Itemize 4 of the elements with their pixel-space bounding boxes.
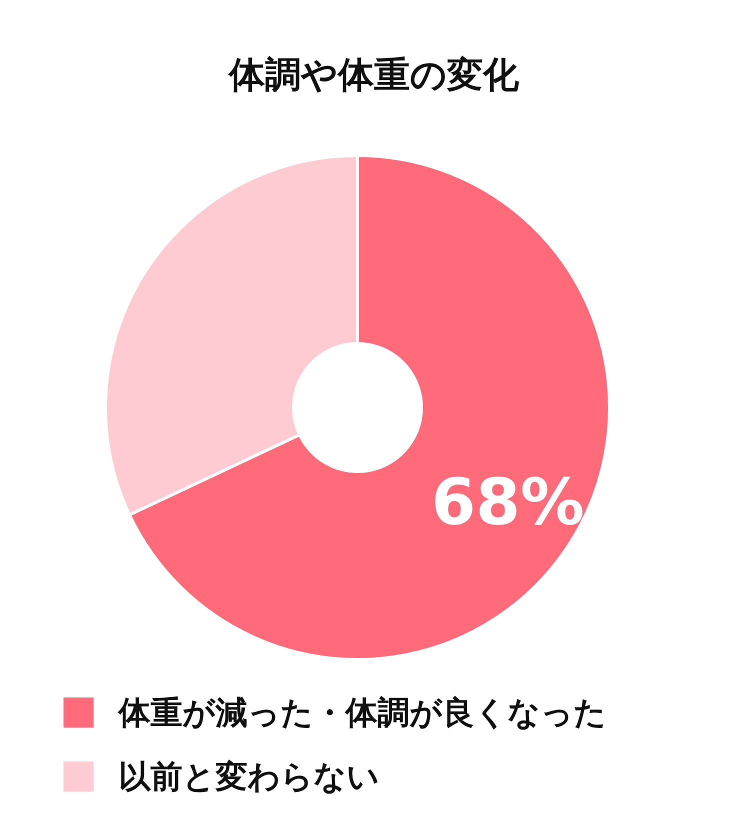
chart-title: 体調や体重の変化 xyxy=(228,55,520,96)
legend-label: 以前と変わらない xyxy=(118,758,380,796)
data-label: 68% xyxy=(431,466,584,540)
legend-label: 体重が減った・体調が良くなった xyxy=(118,694,606,732)
